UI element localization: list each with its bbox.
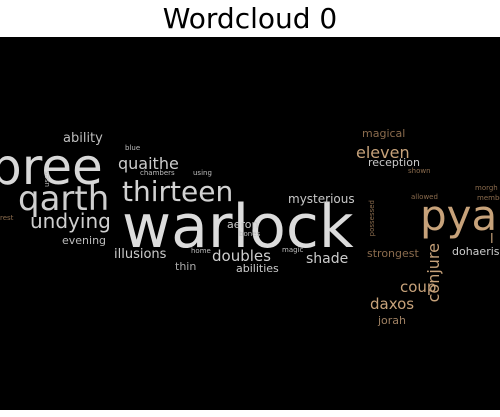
word-daxos: daxos (370, 295, 415, 313)
word-possessed: possessed (368, 200, 376, 237)
word-qarth: qarth (18, 179, 110, 219)
word-rest: rest (0, 214, 14, 222)
word-thirteen: thirteen (122, 175, 234, 208)
word-abilities: abilities (236, 262, 279, 275)
word-pya: pya (420, 191, 498, 240)
word-reception: reception (368, 156, 420, 169)
word-aeron: aeron (227, 218, 259, 231)
word-illusions: illusions (114, 247, 167, 262)
word-jorah: jorah (378, 314, 407, 327)
word-l: l (490, 232, 494, 247)
word-evening: evening (62, 234, 107, 247)
word-shown: shown (408, 167, 431, 175)
word-home: home (191, 247, 211, 255)
word-morgh: morgh (475, 184, 498, 192)
word-coup: coup (400, 278, 437, 296)
word-strongest: strongest (367, 247, 419, 260)
word-using: using (193, 169, 212, 177)
word-uses: uses (43, 171, 51, 188)
word-bones: bones (239, 230, 261, 238)
word-dohaeris: dohaeris (452, 245, 500, 258)
word-shade: shade (306, 251, 349, 267)
word-doubles: doubles (212, 247, 271, 265)
word-magic: magic (282, 246, 304, 254)
word-thin: thin (175, 260, 197, 273)
word-blue: blue (125, 144, 141, 152)
chart-title: Wordcloud 0 (162, 2, 338, 35)
word-chambers: chambers (140, 169, 175, 177)
word-mysterious: mysterious (288, 192, 355, 206)
word-allowed: allowed (411, 193, 438, 201)
word-undying: undying (30, 209, 111, 233)
word-pree: pree (0, 138, 103, 196)
wordcloud-canvas: warlock pree pya qarth thirteen undying … (0, 37, 500, 410)
word-eleven: eleven (356, 143, 410, 162)
word-magical: magical (362, 127, 406, 140)
word-ability: ability (63, 131, 103, 146)
word-quaithe: quaithe (118, 154, 179, 173)
word-warlock: warlock (122, 192, 354, 262)
word-membe: membe (477, 194, 500, 202)
